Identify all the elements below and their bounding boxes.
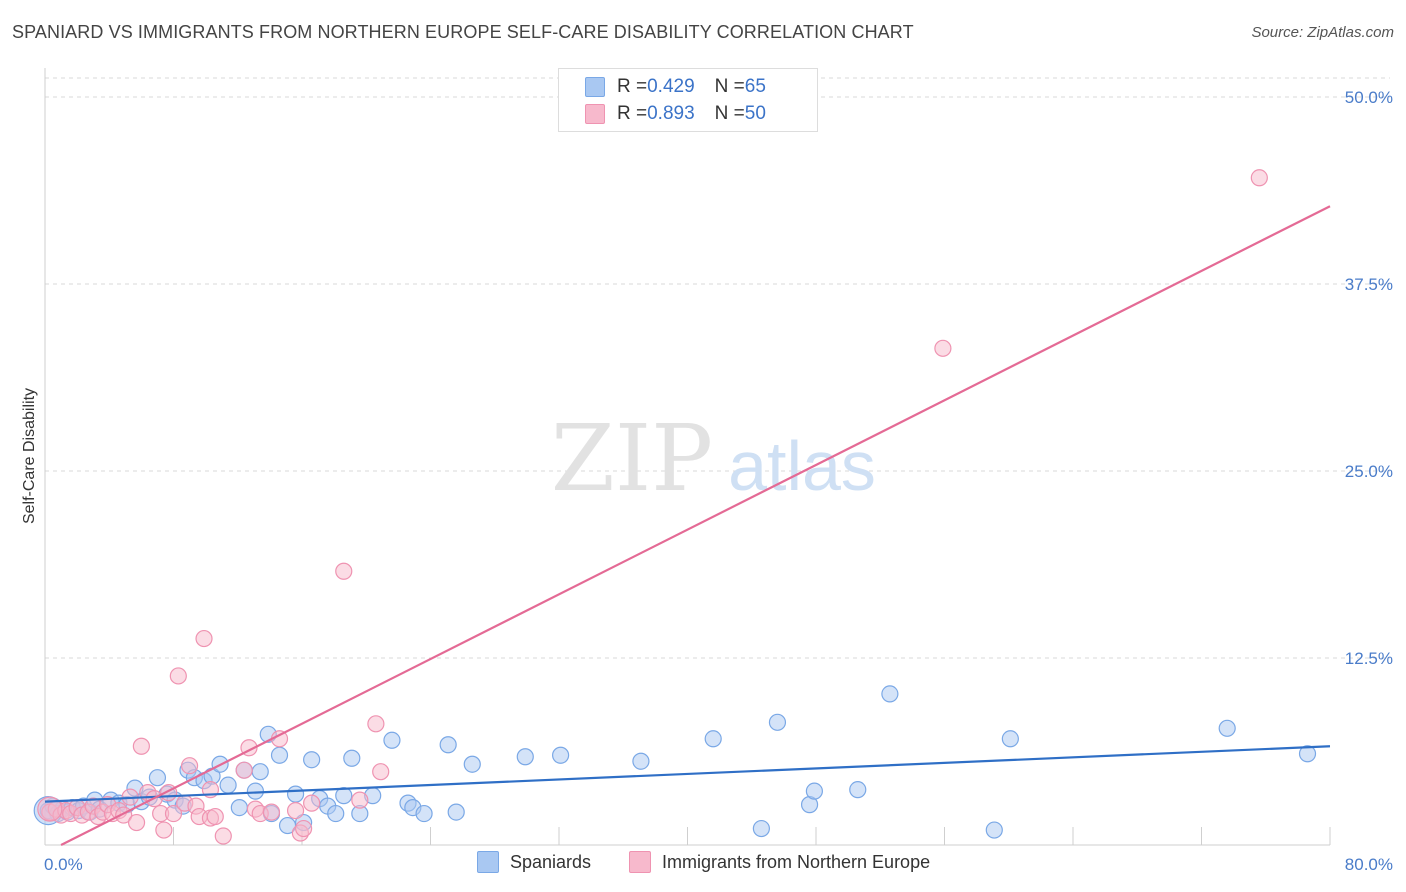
spaniard-point — [270, 746, 289, 764]
spaniard-point — [439, 736, 457, 754]
spaniard-point — [849, 781, 867, 799]
northern-europe-point — [372, 763, 390, 781]
legend-n-label: N = — [714, 103, 745, 124]
legend-item-spaniards: Spaniards — [477, 851, 591, 873]
spaniard-point — [447, 803, 465, 821]
spaniard-point — [219, 776, 237, 794]
source-label: Source: ZipAtlas.com — [1251, 24, 1394, 41]
northern-europe-point — [180, 757, 199, 775]
northern-europe-point — [132, 737, 150, 755]
northern-europe-point — [262, 803, 281, 821]
northern-europe-point — [235, 761, 253, 779]
spaniard-point — [1298, 745, 1317, 763]
legend-label-spaniards: Spaniards — [510, 851, 592, 872]
spaniard-point — [1218, 719, 1236, 737]
northern-europe-point — [164, 804, 183, 823]
spaniard-point — [1001, 730, 1019, 748]
legend-swatch-blue — [585, 77, 605, 97]
northern-europe-point-cluster — [37, 796, 63, 822]
northern-europe-point — [195, 629, 213, 648]
legend-r-label: R = — [617, 76, 648, 97]
spaniard-point — [343, 749, 361, 767]
legend-n-value: 50 — [744, 103, 766, 124]
spaniard-point — [632, 752, 650, 770]
legend-n-value: 65 — [744, 76, 766, 97]
axes — [44, 68, 1330, 846]
series-legend: Spaniards Immigrants from Northern Europ… — [0, 851, 1406, 877]
spaniards-trend-line — [44, 745, 1331, 803]
legend-swatch-blue — [477, 851, 499, 873]
trend-lines — [44, 205, 1331, 846]
northern-europe-point — [127, 813, 146, 832]
legend-row-spaniards: R = 0.429 N = 65 — [585, 75, 766, 99]
spaniard-point — [768, 713, 787, 731]
northern-europe-point — [206, 807, 224, 826]
legend-r-label: R = — [617, 103, 648, 124]
spaniard-point — [286, 785, 305, 803]
legend-r-value: 0.893 — [647, 103, 695, 124]
spaniard-point — [516, 748, 534, 766]
spaniard-point — [230, 798, 248, 817]
legend-r-value: 0.429 — [647, 76, 695, 97]
y-axis-label: Self-Care Disability — [21, 388, 38, 524]
y-tick-label: 50.0% — [1345, 88, 1393, 107]
legend-swatch-pink — [585, 104, 605, 124]
spaniard-point — [552, 746, 570, 764]
northern-europe-points — [37, 169, 1268, 845]
watermark-atlas: atlas — [728, 427, 876, 505]
stats-legend: R = 0.429 N = 65 R = 0.893 N = 50 — [558, 68, 818, 132]
watermark-zip: ZIP — [551, 405, 713, 512]
x-tick-label: 80.0% — [1345, 855, 1393, 874]
legend-n-label: N = — [714, 76, 745, 97]
spaniard-point — [463, 755, 481, 773]
spaniard-point — [752, 819, 770, 838]
legend-swatch-pink — [629, 851, 651, 873]
spaniard-point — [415, 804, 433, 823]
spaniard-point — [881, 685, 899, 703]
spaniard-point — [985, 821, 1003, 839]
spaniard-point — [303, 751, 321, 769]
northern-europe-point — [295, 819, 313, 838]
spaniard-point — [335, 787, 353, 805]
legend-row-northern-europe: R = 0.893 N = 50 — [585, 102, 766, 126]
northern-europe-point — [169, 667, 187, 685]
northern-europe-point — [303, 794, 321, 812]
spaniard-point — [251, 763, 269, 781]
y-tick-label: 25.0% — [1345, 462, 1393, 481]
northern-europe-point — [351, 791, 369, 809]
spaniard-point — [805, 782, 823, 800]
legend-label-northern-europe: Immigrants from Northern Europe — [662, 851, 931, 872]
spaniard-point — [383, 731, 401, 749]
spaniard-point — [327, 804, 345, 823]
y-tick-label: 37.5% — [1345, 275, 1393, 294]
spaniard-point — [704, 730, 722, 748]
northern-europe-point — [155, 821, 173, 839]
tick-labels: 12.5% 25.0% 37.5% 50.0% 0.0% 80.0% — [44, 88, 1393, 874]
legend-item-northern-europe: Immigrants from Northern Europe — [629, 851, 930, 873]
spaniard-point — [148, 769, 167, 787]
chart-title: SPANIARD VS IMMIGRANTS FROM NORTHERN EUR… — [12, 22, 914, 42]
northern-europe-point — [1250, 169, 1268, 187]
northern-europe-point — [367, 715, 385, 733]
northern-europe-point — [335, 562, 353, 580]
y-tick-label: 12.5% — [1345, 649, 1393, 668]
northern-europe-point — [286, 801, 305, 820]
watermark: ZIP atlas — [551, 405, 876, 512]
northern-europe-point — [934, 339, 952, 357]
grid-lines — [45, 77, 1390, 845]
spaniard-point — [246, 782, 265, 800]
northern-europe-point — [214, 827, 232, 845]
x-tick-label: 0.0% — [44, 855, 83, 874]
northern-europe-trend-line — [60, 205, 1331, 846]
